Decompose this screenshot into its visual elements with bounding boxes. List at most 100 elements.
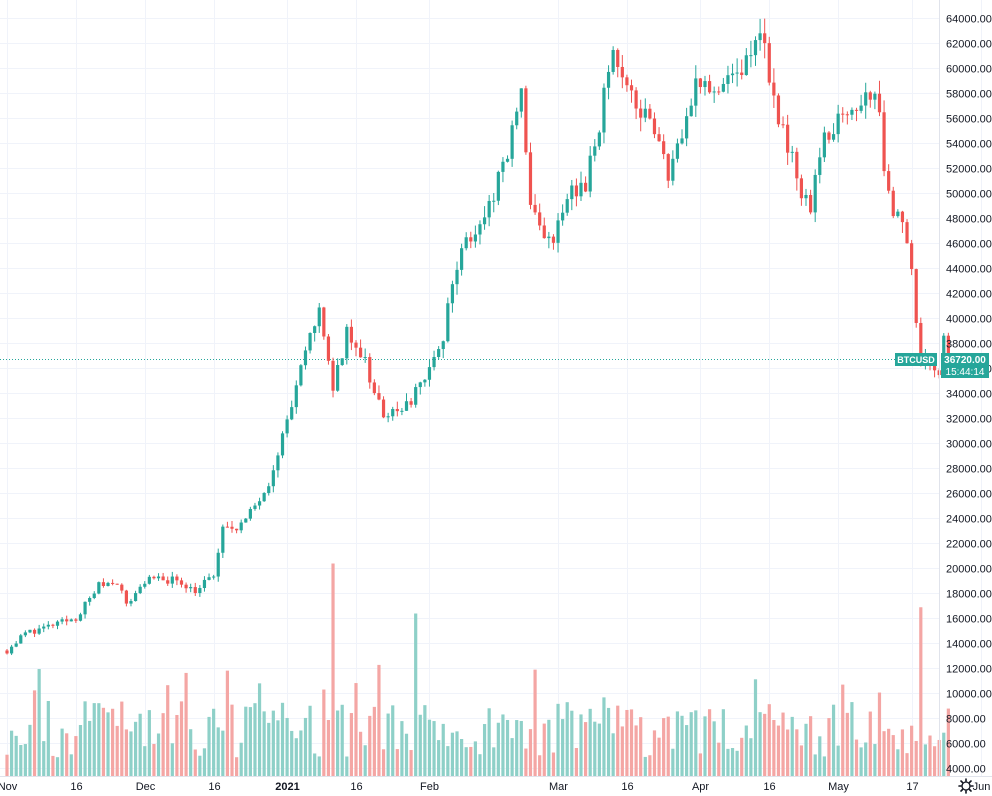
candle-body [487,200,491,218]
volume-bar [579,714,583,776]
candle-body [184,584,188,589]
candle-body [166,580,170,584]
volume-bar [753,679,758,776]
candle-body [230,526,234,529]
x-tick-label: May [828,781,849,793]
candle-body [460,248,464,270]
candle-body [799,178,804,199]
candle-body [932,365,937,371]
y-tick-label: 56000.00 [946,114,992,126]
candle-body [225,526,230,528]
x-tick-label: 16 [350,781,362,793]
volume-bar [83,701,87,776]
volume-bar [455,731,459,776]
volume-bar [588,708,592,776]
y-tick-label: 26000.00 [946,489,992,501]
candle-body [69,619,73,622]
volume-bars [5,563,950,776]
volume-bar [161,713,165,776]
candle-body [542,225,546,239]
volume-bar [744,725,748,776]
candle-body [698,78,702,88]
volume-bar [932,746,937,776]
volume-bar [666,716,670,776]
volume-bar [391,705,395,776]
volume-bar [570,710,574,776]
volume-bar [308,705,312,776]
candle-body [685,116,689,139]
volume-bar [386,713,390,776]
volume-bar [864,742,868,776]
candle-body [202,579,207,589]
volume-bar [634,725,638,776]
candle-body [524,88,528,153]
candle-body [662,141,666,155]
candle-body [786,124,790,153]
candle-body [262,492,266,502]
candle-body [60,619,64,622]
volume-bar [859,747,863,776]
candle-body [583,182,588,192]
volume-bar [322,689,326,776]
volume-bar [60,728,64,776]
candle-body [170,576,174,584]
y-tick-label: 10000.00 [946,689,992,701]
volume-bar [46,701,50,776]
volume-bar [267,722,271,776]
candle-body [657,134,661,142]
candle-body [9,646,14,654]
candle-body [827,132,831,140]
candle-body [919,322,923,361]
volume-bar [395,749,399,776]
y-tick-label: 46000.00 [946,239,992,251]
volume-bar [694,710,698,776]
volume-bar [32,690,37,776]
candle-body [639,108,643,118]
time-axis: Nov 16 Dec 16 2021 16 Feb Mar 16 Apr 16 May 17 Jun [0,781,990,793]
volume-bar [65,733,69,776]
volume-bar [473,741,477,776]
candle-body [652,118,657,135]
volume-bar [822,756,826,776]
candle-body [395,409,399,412]
candle-body [730,73,735,76]
candle-body [244,518,248,523]
candle-body [749,55,753,57]
volume-bar [446,746,450,776]
candle-body [441,341,445,350]
candle-body [538,212,542,226]
gear-icon[interactable] [958,778,974,794]
y-tick-label: 14000.00 [946,639,992,651]
volume-bar [928,735,932,776]
volume-bar [262,711,266,776]
candle-body [482,217,487,225]
volume-bar [42,741,46,776]
volume-bar [414,613,418,776]
volume-bar [910,725,914,776]
volume-bar [175,714,179,776]
candle-body [313,326,317,334]
y-tick-label: 62000.00 [946,39,992,51]
volume-bar [873,744,877,776]
candle-body [882,112,886,172]
volume-bar [441,723,445,776]
volume-bar [850,702,854,776]
volume-bar [556,703,560,776]
volume-bar [542,723,546,776]
candle-body [138,586,142,594]
volume-bar [143,746,147,776]
volume-bar [574,747,579,776]
candle-body [345,326,349,359]
candle-body [5,650,9,654]
y-tick-label: 28000.00 [946,464,992,476]
candle-body [565,199,569,213]
candle-body [643,108,647,118]
volume-bar [354,683,358,776]
candle-body [464,237,468,249]
candle-body [910,243,914,270]
y-tick-label: 60000.00 [946,64,992,76]
volume-bar [303,717,308,776]
volume-bar [854,739,859,776]
